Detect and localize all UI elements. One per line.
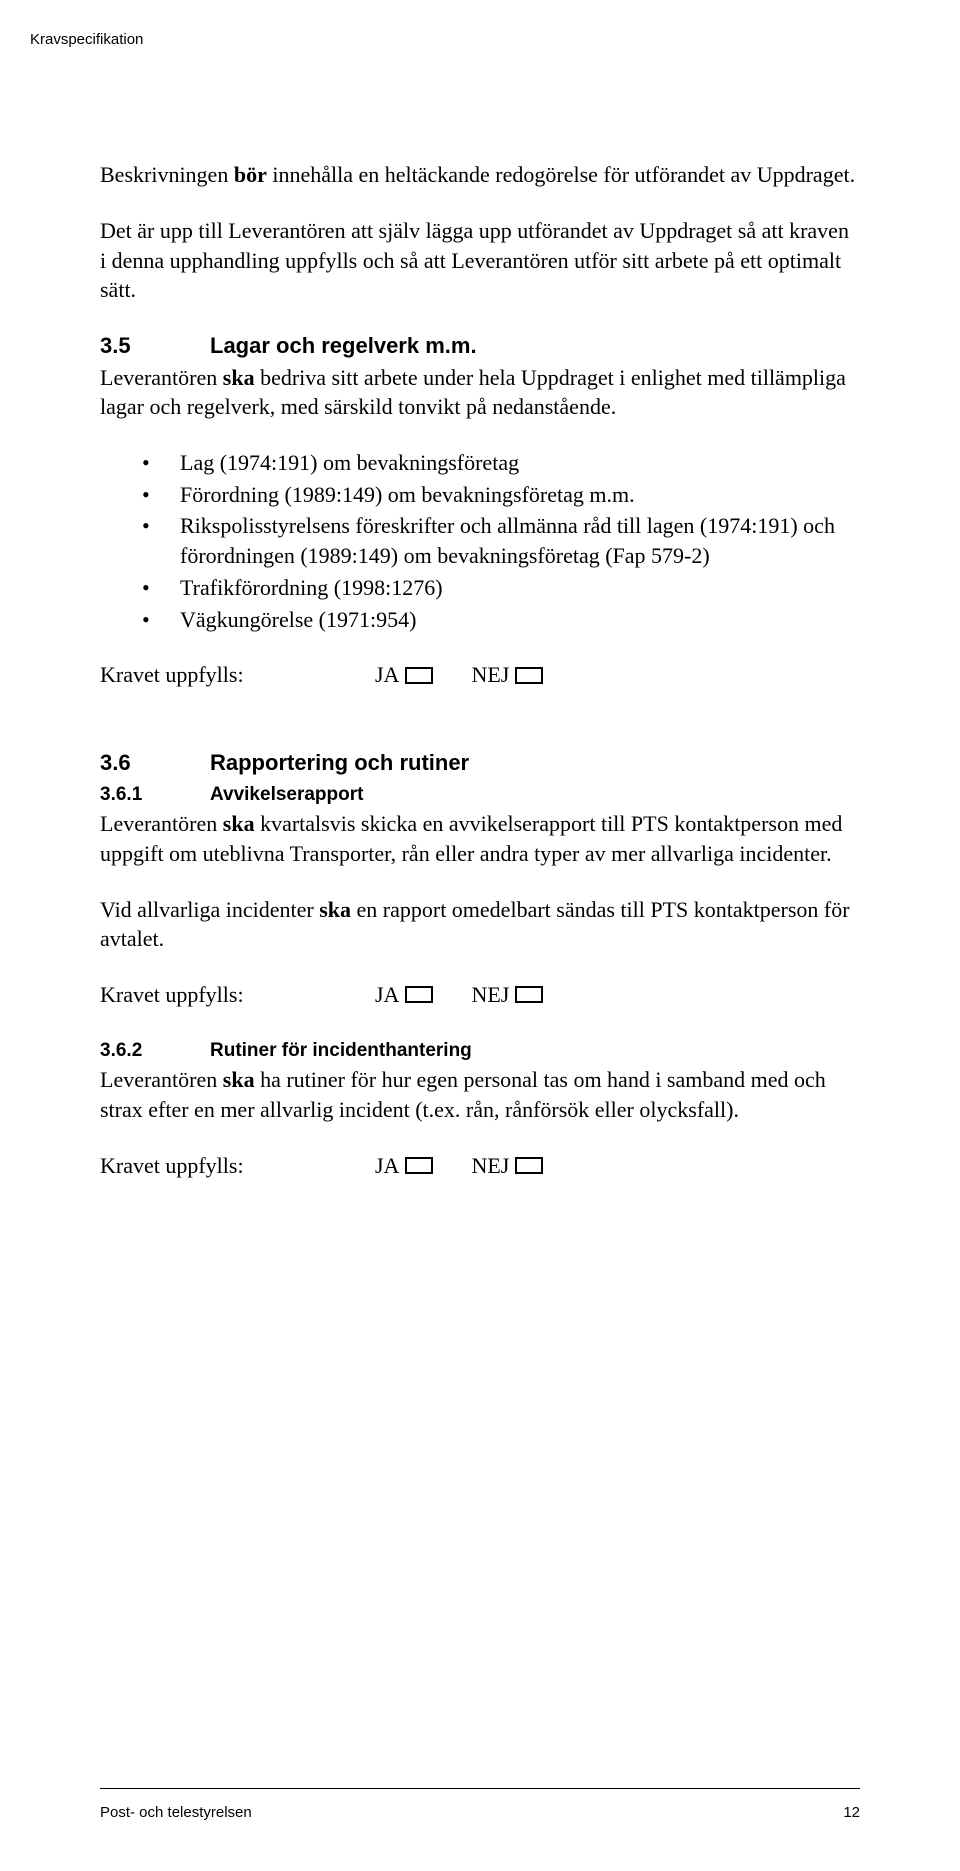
checkbox-nej[interactable] (515, 986, 543, 1003)
option-nej-label: NEJ (471, 980, 509, 1010)
requirement-fulfilled-row: Kravet uppfylls: JA NEJ (100, 980, 860, 1010)
bullet-text: Förordning (1989:149) om bevakningsföret… (180, 482, 635, 507)
heading-number: 3.6 (100, 748, 210, 778)
option-ja-label: JA (375, 980, 399, 1010)
section-heading-3-6: 3.6 Rapportering och rutiner (100, 748, 860, 778)
text-bold: ska (319, 897, 351, 922)
list-item: Lag (1974:191) om bevakningsföretag (142, 448, 860, 478)
page-header: Kravspecifikation (30, 30, 860, 50)
text-bold: ska (223, 1067, 255, 1092)
text-bold: ska (223, 365, 255, 390)
requirement-label: Kravet uppfylls: (100, 1151, 375, 1181)
option-ja-label: JA (375, 1151, 399, 1181)
requirement-fulfilled-row: Kravet uppfylls: JA NEJ (100, 660, 860, 690)
s362-paragraph-1: Leverantören ska ha rutiner för hur egen… (100, 1065, 860, 1124)
text: Beskrivningen (100, 162, 234, 187)
section-heading-3-6-1: 3.6.1 Avvikelserapport (100, 782, 860, 808)
checkbox-nej[interactable] (515, 667, 543, 684)
s35-bullet-list: Lag (1974:191) om bevakningsföretag Föro… (142, 448, 860, 634)
text: innehålla en heltäckande redogörelse för… (267, 162, 855, 187)
heading-title: Lagar och regelverk m.m. (210, 331, 477, 361)
list-item: Trafikförordning (1998:1276) (142, 573, 860, 603)
heading-number: 3.5 (100, 331, 210, 361)
checkbox-ja[interactable] (405, 667, 433, 684)
requirement-label: Kravet uppfylls: (100, 660, 375, 690)
requirement-label: Kravet uppfylls: (100, 980, 375, 1010)
s35-paragraph-1: Leverantören ska bedriva sitt arbete und… (100, 363, 860, 422)
requirement-fulfilled-row: Kravet uppfylls: JA NEJ (100, 1151, 860, 1181)
text-bold: ska (223, 811, 255, 836)
bullet-text: Trafikförordning (1998:1276) (180, 575, 443, 600)
heading-title: Avvikelserapport (210, 782, 363, 808)
list-item: Vägkungörelse (1971:954) (142, 605, 860, 635)
heading-number: 3.6.2 (100, 1038, 210, 1064)
text: Leverantören (100, 1067, 223, 1092)
s361-paragraph-1: Leverantören ska kvartalsvis skicka en a… (100, 809, 860, 868)
list-item: Rikspolisstyrelsens föreskrifter och all… (142, 511, 860, 570)
checkbox-ja[interactable] (405, 1157, 433, 1174)
option-nej-label: NEJ (471, 1151, 509, 1181)
heading-title: Rutiner för incidenthantering (210, 1038, 472, 1064)
heading-number: 3.6.1 (100, 782, 210, 808)
bullet-text: Vägkungörelse (1971:954) (180, 607, 416, 632)
checkbox-nej[interactable] (515, 1157, 543, 1174)
page-footer: Post- och telestyrelsen 12 (100, 1788, 860, 1823)
section-heading-3-6-2: 3.6.2 Rutiner för incidenthantering (100, 1038, 860, 1064)
intro-paragraph-2: Det är upp till Leverantören att själv l… (100, 216, 860, 305)
list-item: Förordning (1989:149) om bevakningsföret… (142, 480, 860, 510)
footer-page-number: 12 (843, 1803, 860, 1823)
header-title: Kravspecifikation (30, 31, 143, 48)
bullet-text: Rikspolisstyrelsens föreskrifter och all… (180, 513, 835, 568)
checkbox-ja[interactable] (405, 986, 433, 1003)
section-heading-3-5: 3.5 Lagar och regelverk m.m. (100, 331, 860, 361)
option-nej-label: NEJ (471, 660, 509, 690)
text: Leverantören (100, 365, 223, 390)
bullet-text: Lag (1974:191) om bevakningsföretag (180, 450, 519, 475)
footer-left: Post- och telestyrelsen (100, 1803, 252, 1823)
heading-title: Rapportering och rutiner (210, 748, 469, 778)
s361-paragraph-2: Vid allvarliga incidenter ska en rapport… (100, 895, 860, 954)
text-bold: bör (234, 162, 267, 187)
text: Det är upp till Leverantören att själv l… (100, 218, 849, 302)
intro-paragraph-1: Beskrivningen bör innehålla en heltäckan… (100, 160, 860, 190)
text: Leverantören (100, 811, 223, 836)
option-ja-label: JA (375, 660, 399, 690)
text: Vid allvarliga incidenter (100, 897, 319, 922)
